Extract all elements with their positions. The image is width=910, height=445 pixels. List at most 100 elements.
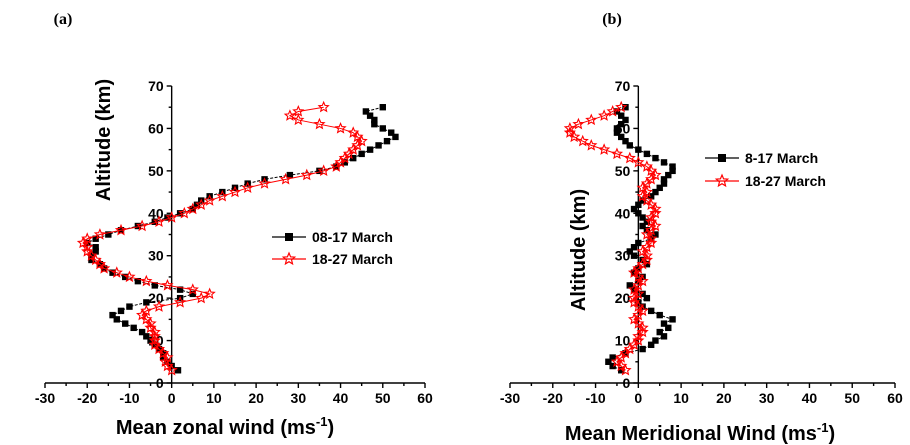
data-point bbox=[639, 222, 646, 230]
data-point bbox=[585, 138, 598, 151]
x-tick-label: 0 bbox=[634, 390, 642, 406]
data-point bbox=[626, 282, 633, 289]
data-point bbox=[652, 337, 659, 344]
data-point bbox=[174, 367, 182, 374]
data-point bbox=[639, 197, 646, 204]
data-point bbox=[110, 266, 123, 278]
y-tick-label: 50 bbox=[148, 163, 164, 179]
chart-panel-a: (a)-30 -20 -10 0 10 20 30 40 50 60010203040506070… bbox=[35, 11, 433, 439]
data-point bbox=[563, 126, 576, 138]
x-tick-label: 0 bbox=[168, 390, 176, 406]
data-point bbox=[623, 151, 636, 164]
data-point bbox=[286, 171, 294, 179]
y-axis-title: Altitude (km) bbox=[568, 189, 590, 311]
data-point bbox=[203, 194, 216, 206]
data-point bbox=[88, 256, 95, 264]
legend-label: 18-27 March bbox=[745, 173, 826, 189]
series-1 bbox=[76, 100, 368, 376]
data-point bbox=[147, 337, 154, 344]
legend-label: 08-17 March bbox=[312, 229, 393, 245]
data-point bbox=[144, 321, 157, 334]
data-point bbox=[613, 129, 621, 136]
y-tick-label: 0 bbox=[623, 375, 631, 391]
data-point bbox=[656, 328, 663, 336]
y-tick-label: 40 bbox=[148, 205, 164, 221]
data-point bbox=[126, 303, 133, 310]
data-point bbox=[92, 235, 99, 242]
data-point bbox=[122, 320, 129, 327]
data-point bbox=[660, 320, 668, 327]
panel-label: (b) bbox=[602, 11, 622, 28]
data-point bbox=[283, 109, 296, 121]
y-tick-label: 10 bbox=[615, 333, 631, 349]
y-tick-label: 50 bbox=[615, 163, 631, 179]
data-point bbox=[622, 104, 629, 111]
data-point bbox=[645, 215, 658, 227]
data-point bbox=[379, 104, 386, 111]
data-point bbox=[143, 299, 150, 306]
data-point bbox=[358, 150, 365, 158]
data-point bbox=[140, 304, 153, 317]
data-point bbox=[347, 126, 360, 138]
data-point bbox=[618, 133, 625, 141]
data-point bbox=[160, 354, 167, 361]
data-point bbox=[371, 116, 378, 124]
data-point bbox=[176, 210, 184, 217]
data-point bbox=[660, 159, 668, 166]
x-tick-label: 10 bbox=[206, 390, 222, 406]
data-point bbox=[660, 176, 668, 183]
data-point bbox=[656, 184, 663, 192]
data-point bbox=[669, 316, 676, 323]
data-point bbox=[176, 286, 184, 293]
x-axis-title: Mean zonal wind (ms-1) bbox=[116, 414, 334, 439]
y-tick-label: 20 bbox=[615, 290, 631, 306]
data-point bbox=[652, 188, 659, 196]
data-point bbox=[138, 328, 146, 336]
data-point bbox=[618, 367, 625, 374]
data-point bbox=[241, 181, 254, 194]
data-point bbox=[618, 112, 625, 119]
data-point bbox=[563, 121, 577, 134]
data-point bbox=[300, 168, 313, 181]
data-point bbox=[81, 245, 94, 257]
data-point bbox=[122, 273, 129, 281]
legend-marker bbox=[714, 173, 730, 188]
x-tick-label: -20 bbox=[543, 390, 563, 406]
data-point bbox=[292, 105, 305, 117]
data-point bbox=[392, 133, 399, 141]
data-point bbox=[173, 295, 187, 308]
y-tick-label: 60 bbox=[148, 120, 164, 136]
data-point bbox=[669, 167, 676, 175]
data-point bbox=[643, 261, 651, 268]
data-point bbox=[164, 214, 171, 221]
data-point bbox=[609, 354, 616, 361]
data-point bbox=[652, 231, 659, 238]
data-point bbox=[316, 167, 323, 175]
data-point bbox=[92, 248, 99, 255]
data-point bbox=[643, 294, 651, 302]
data-point bbox=[630, 244, 638, 251]
x-tick-label: 30 bbox=[759, 390, 775, 406]
data-point bbox=[366, 146, 374, 153]
data-point bbox=[635, 239, 642, 247]
data-point bbox=[152, 300, 166, 312]
x-tick-label: -30 bbox=[500, 390, 520, 406]
data-point bbox=[606, 105, 619, 117]
chart-panel-b: (b)-30 -20 -10 0 10 20 30 40 50 60010203040506070… bbox=[500, 11, 903, 445]
legend-label: 18-27 March bbox=[312, 251, 393, 267]
y-tick-label: 20 bbox=[148, 290, 164, 306]
x-tick-label: 50 bbox=[375, 390, 391, 406]
data-point bbox=[379, 125, 386, 132]
data-point bbox=[193, 201, 201, 208]
data-point bbox=[130, 324, 137, 332]
data-point bbox=[362, 108, 370, 115]
x-tick-label: 50 bbox=[844, 390, 860, 406]
data-point bbox=[632, 334, 645, 346]
data-point bbox=[630, 252, 638, 259]
y-tick-label: 40 bbox=[615, 205, 631, 221]
y-tick-label: 70 bbox=[615, 78, 631, 94]
data-point bbox=[366, 112, 374, 119]
data-point bbox=[622, 137, 629, 145]
data-point bbox=[109, 311, 116, 319]
data-point bbox=[613, 125, 621, 132]
